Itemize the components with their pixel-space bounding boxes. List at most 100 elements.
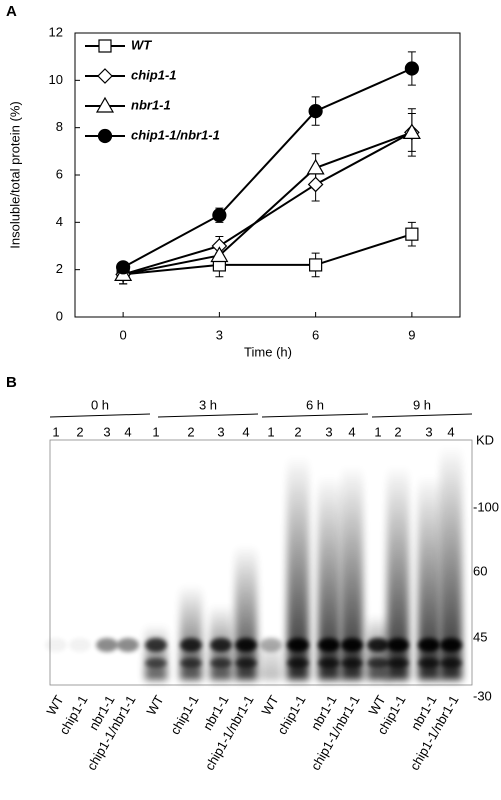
band (180, 658, 202, 668)
band (145, 658, 167, 668)
x-tick-label: 3 (216, 327, 223, 342)
band (96, 638, 118, 652)
band (341, 658, 363, 668)
smear (387, 465, 409, 680)
size-marker: 60 (473, 563, 487, 578)
band (387, 658, 409, 668)
group-line (261, 413, 369, 418)
lane-number: 2 (76, 424, 83, 439)
smear (341, 465, 363, 680)
band (440, 658, 462, 668)
marker (212, 208, 227, 223)
series-line (122, 131, 413, 276)
size-marker: 45 (473, 629, 487, 644)
y-tick-label: 10 (49, 72, 63, 87)
legend-label: chip1-1/nbr1-1 (131, 127, 220, 142)
sample-label: WT (143, 693, 166, 718)
marker (308, 103, 323, 119)
sample-label: WT (43, 693, 66, 718)
marker (307, 176, 324, 193)
band (45, 638, 67, 652)
band (387, 638, 409, 652)
band (418, 638, 440, 652)
x-tick-label: 9 (408, 327, 415, 342)
band (180, 638, 202, 652)
smear (287, 455, 309, 680)
lane-number: 3 (325, 424, 332, 439)
marker (210, 246, 229, 263)
lane-number: 2 (394, 424, 401, 439)
time-label: 6 h (306, 397, 324, 412)
band (235, 638, 257, 652)
series-line (122, 67, 413, 269)
y-tick-label: 12 (49, 24, 63, 39)
size-marker: -100 (473, 499, 499, 514)
marker (402, 123, 421, 139)
time-label: 9 h (413, 397, 431, 412)
lane-number: 4 (242, 424, 249, 439)
band (418, 658, 440, 668)
smear (440, 445, 462, 680)
marker (97, 68, 113, 84)
marker (405, 227, 419, 241)
time-label: 0 h (91, 397, 109, 412)
band (260, 638, 282, 652)
western-blot (45, 439, 473, 686)
band (287, 638, 309, 652)
x-tick-label: 0 (120, 327, 127, 342)
band (440, 638, 462, 652)
smear (318, 475, 340, 680)
band (210, 658, 232, 668)
marker (309, 258, 323, 272)
lane-number: 1 (374, 424, 381, 439)
band (69, 638, 91, 652)
sample-label: chip1-1 (167, 693, 201, 737)
size-unit: KD (476, 432, 494, 447)
legend-label: nbr1-1 (131, 97, 171, 112)
lane-number: 1 (267, 424, 274, 439)
band (318, 658, 340, 668)
x-axis-label: Time (h) (244, 344, 292, 359)
lane-number: 4 (447, 424, 454, 439)
band (367, 638, 389, 652)
series-line (123, 233, 413, 276)
y-tick-label: 2 (56, 261, 63, 276)
group-line (371, 413, 473, 418)
lane-number: 1 (52, 424, 59, 439)
band (235, 658, 257, 668)
smear (145, 625, 167, 680)
band (341, 638, 363, 652)
lane-number: 2 (294, 424, 301, 439)
marker (95, 96, 115, 113)
band (367, 658, 389, 668)
marker (116, 260, 131, 275)
legend-label: chip1-1 (131, 67, 177, 82)
size-marker: -30 (473, 688, 492, 703)
lane-number: 1 (152, 424, 159, 439)
lane-number: 2 (187, 424, 194, 439)
time-label: 3 h (199, 397, 217, 412)
sample-label: chip1-1/nbr1-1 (202, 693, 257, 773)
band (287, 658, 309, 668)
panel-label: B (6, 374, 17, 391)
y-tick-label: 4 (56, 214, 63, 229)
group-line (49, 413, 151, 418)
group-line (157, 413, 259, 418)
band (117, 638, 139, 652)
lane-number: 3 (103, 424, 110, 439)
x-tick-label: 6 (312, 327, 319, 342)
sample-label: WT (258, 693, 281, 718)
marker (98, 39, 112, 53)
series-line (122, 131, 413, 276)
smear (180, 585, 202, 680)
lane-number: 4 (124, 424, 131, 439)
y-tick-label: 8 (56, 119, 63, 134)
y-tick-label: 0 (56, 308, 63, 323)
legend-label: WT (131, 37, 152, 52)
y-axis-label: Insoluble/total protein (%) (7, 101, 22, 248)
lane-number: 4 (348, 424, 355, 439)
band (210, 638, 232, 652)
marker (97, 128, 113, 144)
